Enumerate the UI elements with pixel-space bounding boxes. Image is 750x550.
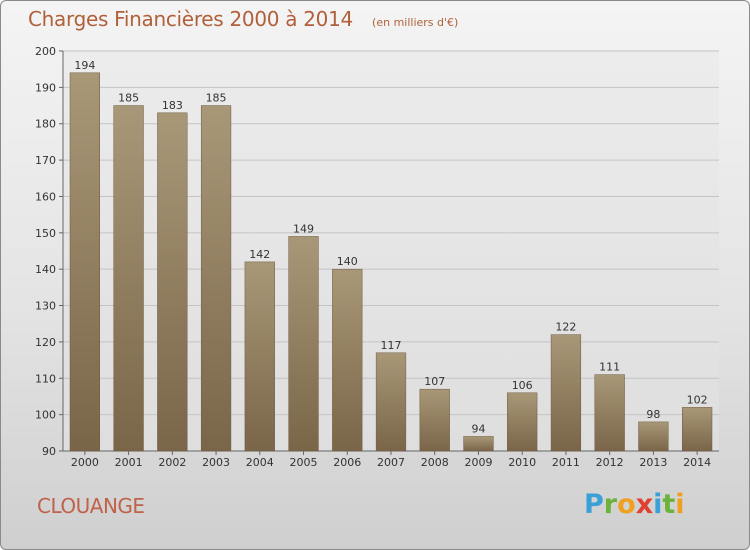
data-label: 106 xyxy=(512,379,533,392)
brand-letter: i xyxy=(653,489,663,520)
y-tick-label: 150 xyxy=(35,227,56,240)
y-tick-label: 160 xyxy=(35,190,56,203)
bar xyxy=(463,436,494,452)
x-tick-label: 2008 xyxy=(421,456,449,469)
title-row: Charges Financières 2000 à 2014 (en mill… xyxy=(28,7,458,31)
brand-letter: P xyxy=(584,489,604,520)
y-tick-label: 120 xyxy=(35,336,56,349)
x-tick-label: 2007 xyxy=(377,456,405,469)
x-tick-label: 2009 xyxy=(464,456,492,469)
brand-letter: i xyxy=(675,489,685,520)
y-tick-label: 100 xyxy=(35,409,56,422)
x-tick-label: 2014 xyxy=(683,456,711,469)
bar xyxy=(638,421,669,452)
bar xyxy=(69,72,100,452)
bar xyxy=(200,105,232,452)
x-tick-label: 2005 xyxy=(290,456,318,469)
city-name: CLOUANGE xyxy=(37,494,145,518)
bar xyxy=(375,352,407,452)
chart-title: Charges Financières 2000 à 2014 xyxy=(28,7,353,31)
x-tick-label: 2010 xyxy=(508,456,536,469)
y-tick-label: 140 xyxy=(35,263,56,276)
bar xyxy=(113,105,144,452)
brand-letter: o xyxy=(617,489,636,520)
y-tick-label: 170 xyxy=(35,154,56,167)
bar xyxy=(288,236,319,452)
data-label: 185 xyxy=(118,92,139,105)
data-label: 194 xyxy=(74,59,95,72)
data-label: 117 xyxy=(381,339,402,352)
x-tick-label: 2002 xyxy=(158,456,186,469)
bar xyxy=(507,392,538,452)
y-tick-label: 90 xyxy=(42,445,56,458)
x-tick-label: 2006 xyxy=(333,456,361,469)
data-label: 185 xyxy=(206,92,227,105)
brand-letter: t xyxy=(662,489,676,520)
y-tick-label: 110 xyxy=(35,372,56,385)
x-tick-label: 2003 xyxy=(202,456,230,469)
data-label: 140 xyxy=(337,255,358,268)
brand-letter: r xyxy=(603,489,618,520)
data-label: 122 xyxy=(555,321,576,334)
y-tick-label: 180 xyxy=(35,118,56,131)
bar xyxy=(157,112,188,452)
y-tick-label: 200 xyxy=(35,45,56,58)
data-label: 94 xyxy=(471,422,485,435)
chart-subtitle: (en milliers d'€) xyxy=(372,16,459,29)
bar xyxy=(332,268,363,452)
x-tick-label: 2013 xyxy=(639,456,667,469)
x-tick-label: 2000 xyxy=(71,456,99,469)
data-label: 183 xyxy=(162,99,183,112)
bar xyxy=(594,374,625,452)
data-label: 98 xyxy=(646,408,660,421)
y-tick-label: 190 xyxy=(35,81,56,94)
data-label: 142 xyxy=(249,248,270,261)
bar xyxy=(550,334,582,452)
y-tick-label: 130 xyxy=(35,300,56,313)
bar xyxy=(244,261,275,452)
data-label: 149 xyxy=(293,222,314,235)
x-tick-label: 2001 xyxy=(115,456,143,469)
data-label: 111 xyxy=(599,361,620,374)
data-label: 107 xyxy=(424,375,445,388)
bar xyxy=(682,407,713,452)
bar xyxy=(419,388,450,452)
brand-logo: Proxiti xyxy=(584,489,685,520)
x-tick-label: 2012 xyxy=(596,456,624,469)
brand-letter: x xyxy=(635,489,654,520)
x-tick-label: 2011 xyxy=(552,456,580,469)
data-label: 102 xyxy=(687,393,708,406)
x-tick-label: 2004 xyxy=(246,456,274,469)
